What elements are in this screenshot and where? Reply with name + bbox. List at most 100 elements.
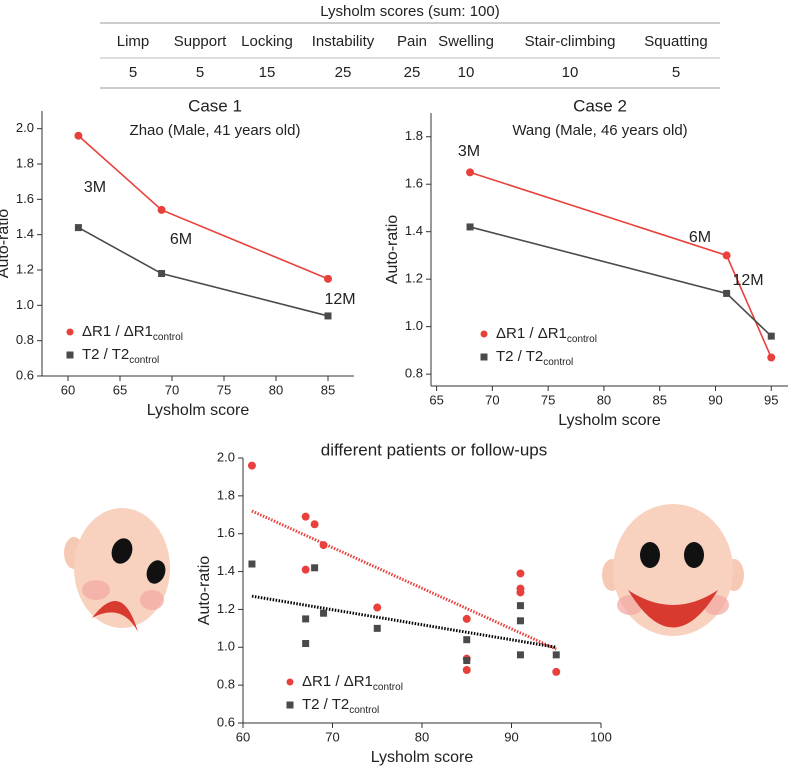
legend-entry: ΔR1 / ΔR1control [82, 323, 183, 343]
chart-title: Case 2 [573, 96, 627, 115]
data-point [301, 565, 310, 574]
y-tick-label: 1.6 [217, 525, 235, 540]
annotation: 12M [732, 272, 763, 289]
legend-entry: ΔR1 / ΔR1control [302, 673, 403, 693]
table-cell: 5 [129, 64, 137, 81]
table-cell: 10 [458, 64, 475, 81]
trend-line [251, 594, 557, 649]
data-point [466, 168, 475, 177]
y-tick-label: 0.6 [16, 367, 34, 382]
x-axis-label: Lysholm score [558, 412, 661, 429]
table-header: Limp [117, 33, 150, 50]
sad-face [64, 508, 170, 632]
legend-subscript: control [373, 682, 403, 693]
data-point [552, 667, 561, 676]
table-header: Stair-climbing [525, 33, 616, 50]
series-line [469, 226, 772, 337]
y-axis-label: Auto-ratio [384, 215, 401, 284]
table-header: Pain [397, 33, 427, 50]
data-point [466, 223, 474, 231]
x-tick-label: 70 [165, 382, 179, 397]
annotation: 3M [458, 143, 480, 160]
y-tick-label: 1.4 [16, 226, 34, 241]
data-point [373, 603, 382, 612]
data-point [311, 564, 319, 572]
x-tick-label: 95 [764, 392, 778, 407]
chart-subtitle: Wang (Male, 46 years old) [512, 122, 687, 139]
x-tick-label: 85 [321, 382, 335, 397]
x-tick-label: 75 [217, 382, 231, 397]
y-tick-label: 0.8 [16, 332, 34, 347]
y-tick-label: 1.0 [405, 318, 423, 333]
y-tick-label: 1.8 [405, 128, 423, 143]
data-point [74, 224, 82, 232]
annotation: 3M [84, 179, 106, 196]
data-point [463, 657, 471, 665]
legend-marker [286, 701, 294, 709]
legend-subscript: control [129, 355, 159, 366]
data-point [319, 541, 328, 550]
legend-subscript: control [153, 332, 183, 343]
data-point [248, 560, 256, 568]
x-tick-label: 65 [113, 382, 127, 397]
y-tick-label: 1.0 [16, 297, 34, 312]
y-tick-label: 1.8 [16, 155, 34, 170]
chart-title: Case 1 [188, 96, 242, 115]
data-point [157, 205, 166, 214]
data-point [767, 353, 776, 362]
y-tick-label: 1.4 [217, 563, 235, 578]
legend-name: ΔR1 / ΔR1 [302, 673, 373, 690]
data-point [516, 602, 524, 610]
table-cell: 10 [562, 64, 579, 81]
legend-marker [66, 328, 74, 336]
y-tick-label: 1.4 [405, 223, 423, 238]
table-title: Lysholm scores (sum: 100) [320, 3, 500, 20]
legend-name: T2 / T2 [302, 696, 349, 713]
x-tick-label: 75 [541, 392, 555, 407]
trend-line [251, 509, 557, 651]
legend-entry: T2 / T2control [302, 696, 379, 716]
x-tick-label: 60 [61, 382, 75, 397]
table-cell: 5 [196, 64, 204, 81]
chart-subtitle: Zhao (Male, 41 years old) [130, 122, 301, 139]
data-point [516, 617, 524, 625]
y-tick-label: 1.2 [405, 271, 423, 286]
data-point [723, 289, 731, 297]
annotation: 6M [170, 231, 192, 248]
data-point [462, 614, 471, 623]
annotation: 12M [324, 291, 355, 308]
series-line [77, 135, 329, 280]
table-header: Squatting [644, 33, 707, 50]
data-point [552, 651, 560, 659]
data-point [463, 636, 471, 644]
y-tick-label: 1.6 [405, 176, 423, 191]
x-tick-label: 70 [485, 392, 499, 407]
data-point [74, 131, 83, 140]
legend-marker [480, 330, 488, 338]
legend-entry: T2 / T2control [82, 346, 159, 366]
data-point [516, 651, 524, 659]
y-tick-label: 0.8 [217, 677, 235, 692]
legend-marker [286, 678, 294, 686]
x-tick-label: 80 [597, 392, 611, 407]
data-point [516, 569, 525, 578]
legend-entry: ΔR1 / ΔR1control [496, 325, 597, 345]
table-header: Locking [241, 33, 293, 50]
x-axis-label: Lysholm score [371, 749, 474, 766]
y-tick-label: 2.0 [16, 120, 34, 135]
y-axis-label: Auto-ratio [196, 556, 213, 625]
y-axis-label: Auto-ratio [0, 209, 12, 278]
data-point [722, 251, 731, 260]
legend-subscript: control [349, 705, 379, 716]
series-line [78, 226, 329, 317]
data-point [301, 512, 310, 521]
x-tick-label: 85 [652, 392, 666, 407]
data-point [324, 312, 332, 320]
happy-face [602, 504, 744, 636]
data-point [320, 609, 328, 617]
data-point [302, 640, 310, 647]
table-header: Instability [312, 33, 375, 50]
table-cell: 25 [335, 64, 352, 81]
data-point [767, 332, 775, 340]
data-point [247, 461, 256, 470]
